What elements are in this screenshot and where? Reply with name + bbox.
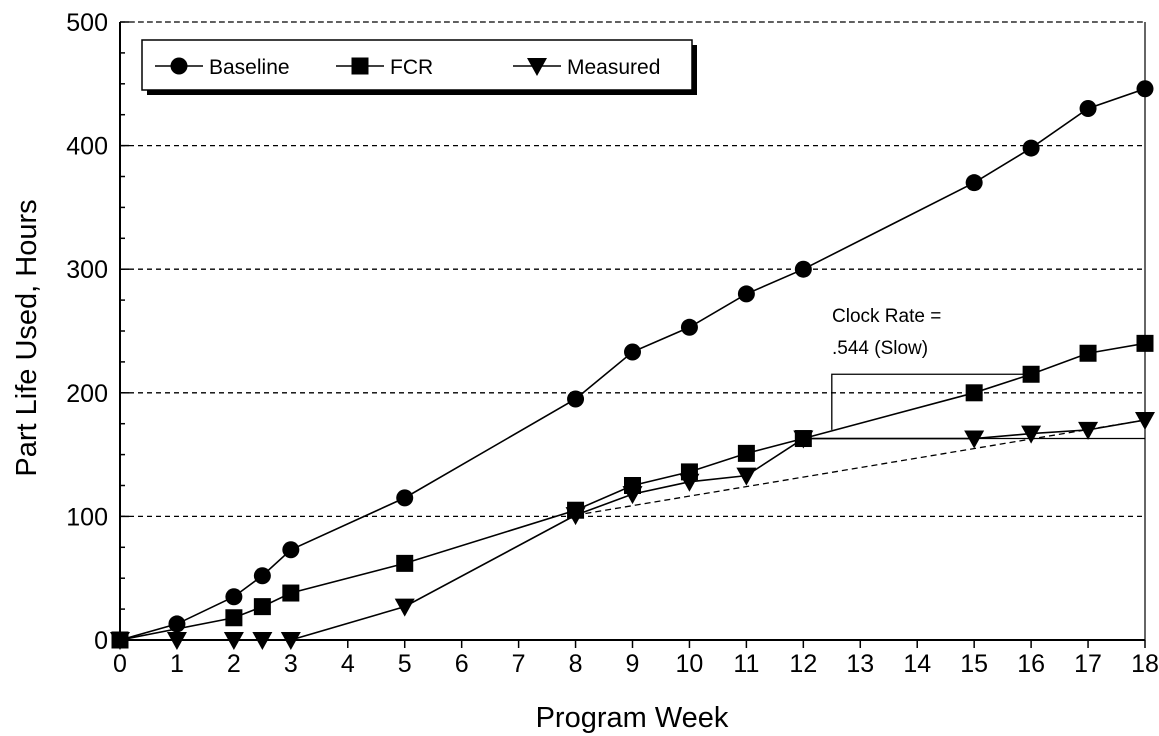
x-tick-label: 12 xyxy=(789,650,817,678)
x-tick-label: 18 xyxy=(1131,650,1159,678)
clock-rate-bracket xyxy=(831,373,1032,430)
x-tick-label: 15 xyxy=(960,650,988,678)
data-point-measured xyxy=(394,598,415,617)
legend-label-baseline: Baseline xyxy=(209,56,290,79)
data-point-baseline xyxy=(1079,100,1097,118)
data-point-baseline xyxy=(965,174,983,192)
legend: Baseline FCR Measured xyxy=(141,39,697,95)
data-point-measured xyxy=(793,430,814,449)
data-point-baseline xyxy=(282,541,300,559)
legend-items: Baseline FCR Measured xyxy=(155,56,660,79)
x-tick-label: 13 xyxy=(846,650,874,678)
data-point-fcr xyxy=(253,598,271,616)
x-tick-label: 8 xyxy=(569,650,583,678)
clock-rate-label: Clock Rate = xyxy=(832,306,941,327)
legend-marker-baseline xyxy=(170,57,188,75)
data-point-baseline xyxy=(624,343,641,361)
x-tick-label: 17 xyxy=(1074,650,1102,678)
data-point-measured xyxy=(679,473,700,492)
series-lines xyxy=(119,87,1146,641)
data-point-baseline xyxy=(794,260,812,278)
data-point-measured xyxy=(1078,421,1099,440)
y-tick-label: 400 xyxy=(66,133,108,161)
data-point-fcr xyxy=(225,609,243,627)
clock-rate-trend-line xyxy=(575,419,1146,516)
reference-lines xyxy=(575,373,1146,516)
data-point-fcr xyxy=(396,554,414,572)
y-tick-label: 0 xyxy=(94,627,108,655)
data-point-fcr xyxy=(1079,344,1097,362)
axes xyxy=(119,21,1146,648)
x-tick-label: 3 xyxy=(284,650,298,678)
data-point-measured xyxy=(565,507,586,526)
legend-marker-measured xyxy=(527,58,547,76)
x-tick-label: 14 xyxy=(903,650,931,678)
x-tick-label: 16 xyxy=(1017,650,1045,678)
legend-label-fcr: FCR xyxy=(390,56,433,79)
data-point-measured xyxy=(736,467,757,486)
x-tick-label: 7 xyxy=(512,650,526,678)
y-tick-label: 200 xyxy=(66,380,108,408)
data-point-baseline xyxy=(168,615,186,633)
y-axis-title: Part Life Used, Hours xyxy=(11,199,43,476)
y-tick-label: 300 xyxy=(66,256,108,284)
x-axis-title: Program Week xyxy=(536,702,729,734)
x-tick-label: 4 xyxy=(341,650,355,678)
series-markers xyxy=(110,80,1155,650)
legend-label-measured: Measured xyxy=(567,56,660,79)
data-point-baseline xyxy=(567,390,585,408)
data-point-baseline xyxy=(396,489,414,507)
legend-marker-fcr xyxy=(351,57,369,75)
data-point-baseline xyxy=(225,588,243,606)
x-tick-label: 0 xyxy=(113,650,127,678)
data-point-fcr xyxy=(965,384,983,402)
x-tick-label: 6 xyxy=(455,650,469,678)
data-point-baseline xyxy=(253,567,271,585)
data-point-measured xyxy=(1021,425,1042,444)
x-tick-label: 2 xyxy=(227,650,241,678)
data-point-baseline xyxy=(680,318,698,336)
y-tick-label: 100 xyxy=(66,503,108,531)
x-tick-label: 9 xyxy=(626,650,640,678)
series-line-measured xyxy=(120,419,1146,641)
data-point-measured xyxy=(622,486,643,505)
x-tick-label: 5 xyxy=(398,650,412,678)
series-line-baseline xyxy=(119,87,1146,641)
data-point-fcr xyxy=(282,584,300,602)
data-point-baseline xyxy=(737,285,755,303)
x-tick-label: 11 xyxy=(733,650,759,678)
grid-lines xyxy=(120,21,1145,518)
data-point-baseline xyxy=(1022,139,1040,157)
x-tick-label: 10 xyxy=(676,650,704,678)
legend-box xyxy=(141,39,693,91)
x-tick-label: 1 xyxy=(170,650,184,678)
data-point-measured xyxy=(964,430,985,449)
data-point-fcr xyxy=(737,444,755,462)
data-point-fcr xyxy=(1022,365,1040,383)
y-tick-label: 500 xyxy=(66,9,108,37)
clock-rate-value: .544 (Slow) xyxy=(832,338,928,359)
